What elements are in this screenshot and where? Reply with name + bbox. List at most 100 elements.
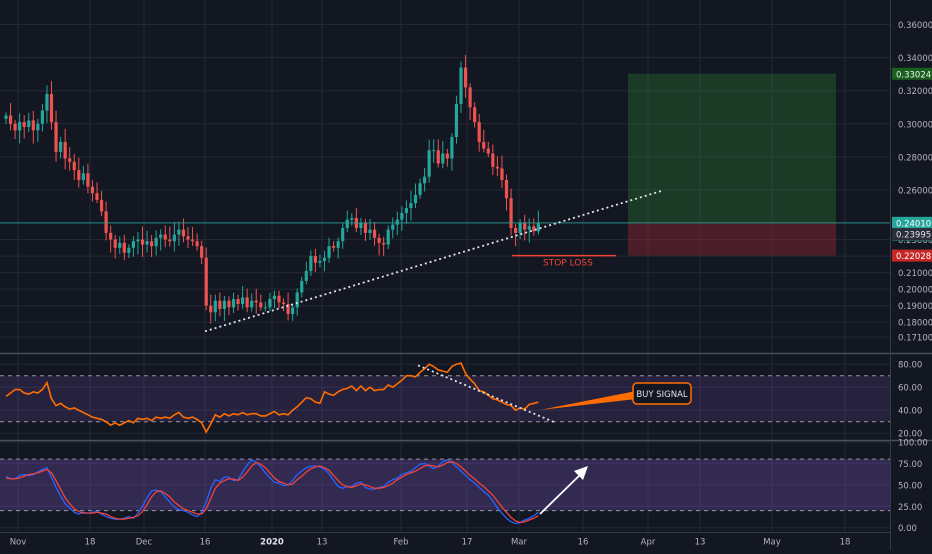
candle-body — [136, 239, 140, 242]
time-tick-label: Feb — [393, 538, 408, 548]
candle-body — [327, 246, 331, 258]
time-tick-label: 18 — [85, 538, 96, 548]
candle-body — [259, 302, 263, 308]
stoch-tick-label: 50.00 — [898, 481, 922, 491]
candle-body — [295, 292, 299, 308]
candle-body — [81, 173, 85, 180]
entry-price-badge-bg — [892, 228, 932, 241]
candle-body — [286, 304, 290, 314]
candle-body — [432, 150, 436, 152]
candle-body — [109, 232, 113, 240]
time-tick-label: 18 — [840, 538, 851, 548]
candle-body — [523, 223, 527, 230]
candle-body — [518, 223, 522, 233]
price-tick-label: 0.32000 — [898, 87, 932, 97]
candle-body — [154, 237, 158, 247]
candle-body — [45, 94, 49, 111]
rsi-tick-label: 80.00 — [898, 361, 922, 371]
candle-body — [59, 141, 63, 152]
candle-body — [395, 219, 399, 225]
candle-body — [40, 110, 44, 124]
candle-body — [90, 186, 95, 194]
candle-body — [254, 300, 258, 303]
candle-body — [195, 241, 199, 247]
candle-body — [186, 236, 190, 240]
stop-price-badge-bg — [892, 249, 932, 262]
candle-body — [436, 150, 440, 164]
time-tick-label: Nov — [10, 538, 27, 548]
up-arrow-shaft[interactable] — [539, 470, 585, 515]
candle-body — [163, 234, 167, 240]
time-tick-label: 13 — [695, 538, 706, 548]
candle-body — [345, 219, 349, 228]
price-tick-label: 0.28000 — [898, 153, 932, 163]
price-tick-label: 0.23000 — [898, 236, 932, 246]
candle-body — [209, 305, 213, 313]
candle-body — [377, 237, 381, 243]
entry-price-badge: 0.23995 — [896, 231, 931, 241]
candle-body — [336, 241, 340, 248]
current-price-badge: 0.24010 — [896, 219, 931, 229]
time-tick-label: 16 — [200, 538, 211, 548]
candle-body — [468, 87, 472, 108]
candle-body — [231, 299, 236, 308]
price-tick-label: 0.20000 — [898, 286, 932, 296]
target-price-badge: 0.33024 — [896, 70, 931, 80]
candle-body — [527, 226, 531, 230]
candle-body — [441, 153, 445, 164]
stop-loss-label: STOP LOSS — [543, 259, 593, 269]
candle-body — [4, 115, 8, 119]
time-tick-label: Dec — [136, 538, 153, 548]
buy-signal-pointer — [540, 391, 636, 410]
candle-body — [177, 229, 181, 235]
time-tick-label: 2020 — [260, 538, 284, 548]
rsi-tick-label: 60.00 — [898, 384, 922, 394]
stoch-band — [0, 459, 890, 511]
candle-body — [213, 300, 217, 313]
candle-body — [391, 224, 395, 230]
candle-body — [491, 153, 495, 167]
price-tick-label: 0.21000 — [898, 269, 932, 279]
candle-body — [363, 223, 368, 233]
candle-body — [495, 166, 499, 169]
time-tick-label: 13 — [317, 538, 328, 548]
candle-body — [482, 141, 486, 149]
candle-body — [168, 239, 172, 242]
price-tick-label: 0.18000 — [898, 319, 932, 329]
candle-body — [159, 234, 163, 238]
candle-body — [514, 227, 518, 233]
candle-body — [445, 153, 449, 159]
rsi-line — [5, 362, 539, 434]
price-tick-label: 0.26000 — [898, 186, 932, 196]
candle-body — [190, 239, 195, 242]
candle-body — [18, 122, 22, 131]
candle-body — [77, 170, 81, 180]
candle-body — [291, 307, 295, 314]
candle-body — [113, 239, 117, 248]
time-tick-label: 17 — [462, 538, 473, 548]
candle-body — [536, 223, 540, 232]
candle-body — [486, 148, 490, 154]
loss-zone[interactable] — [628, 223, 836, 256]
candle-body — [99, 199, 104, 212]
rsi-band — [0, 375, 890, 422]
buy-signal-box[interactable] — [632, 382, 692, 405]
candle-body — [245, 297, 249, 308]
buy-signal-label: BUY SIGNAL — [636, 390, 688, 400]
stoch-tick-label: 75.00 — [898, 460, 922, 470]
candle-body — [8, 115, 13, 124]
candle-body — [104, 211, 108, 233]
rsi-tick-label: 40.00 — [898, 407, 922, 417]
candle-body — [313, 256, 317, 263]
candle-body — [372, 229, 377, 238]
candle-body — [532, 226, 536, 232]
stoch-tick-label: 100.00 — [898, 439, 928, 449]
candle-body — [423, 176, 427, 184]
candle-body — [332, 246, 336, 248]
candle-body — [418, 183, 422, 195]
candle-body — [400, 213, 404, 220]
profit-zone[interactable] — [628, 73, 836, 224]
candle-body — [181, 229, 186, 237]
